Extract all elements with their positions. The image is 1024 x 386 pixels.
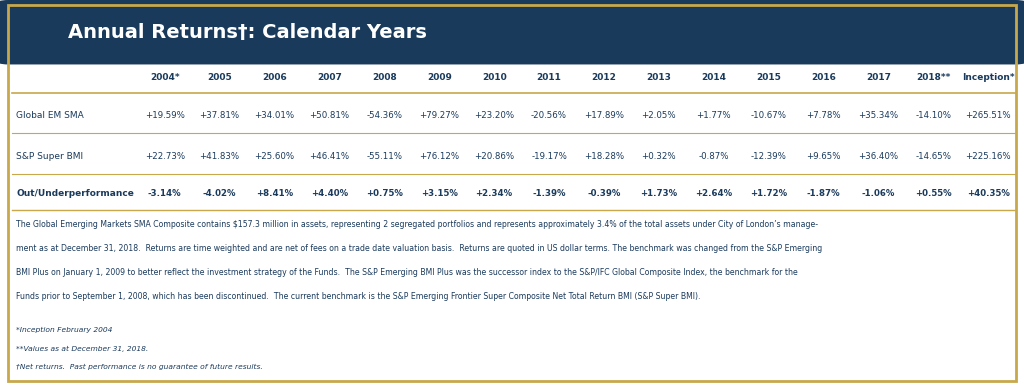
Text: +17.89%: +17.89% bbox=[584, 111, 624, 120]
Text: 2013: 2013 bbox=[646, 73, 672, 82]
Text: +79.27%: +79.27% bbox=[419, 111, 459, 120]
Text: +265.51%: +265.51% bbox=[966, 111, 1011, 120]
Text: +20.86%: +20.86% bbox=[474, 152, 514, 161]
Text: +18.28%: +18.28% bbox=[584, 152, 624, 161]
Text: +41.83%: +41.83% bbox=[200, 152, 240, 161]
Text: -14.10%: -14.10% bbox=[915, 111, 951, 120]
Text: +22.73%: +22.73% bbox=[144, 152, 184, 161]
Text: -10.67%: -10.67% bbox=[751, 111, 786, 120]
Text: -3.14%: -3.14% bbox=[147, 189, 181, 198]
Text: BMI Plus on January 1, 2009 to better reflect the investment strategy of the Fun: BMI Plus on January 1, 2009 to better re… bbox=[16, 268, 798, 277]
Text: -54.36%: -54.36% bbox=[367, 111, 402, 120]
Text: +23.20%: +23.20% bbox=[474, 111, 514, 120]
Text: +4.40%: +4.40% bbox=[311, 189, 348, 198]
Text: +40.35%: +40.35% bbox=[967, 189, 1010, 198]
Text: *Inception February 2004: *Inception February 2004 bbox=[16, 327, 113, 334]
Text: +50.81%: +50.81% bbox=[309, 111, 349, 120]
Text: +19.59%: +19.59% bbox=[144, 111, 184, 120]
Text: Funds prior to September 1, 2008, which has been discontinued.  The current benc: Funds prior to September 1, 2008, which … bbox=[16, 292, 700, 301]
Text: -1.06%: -1.06% bbox=[862, 189, 895, 198]
Text: S&P Super BMI: S&P Super BMI bbox=[16, 152, 84, 161]
Text: †Net returns.  Past performance is no guarantee of future results.: †Net returns. Past performance is no gua… bbox=[16, 364, 263, 371]
Text: 2012: 2012 bbox=[592, 73, 616, 82]
Text: +2.64%: +2.64% bbox=[695, 189, 732, 198]
Text: ment as at December 31, 2018.  Returns are time weighted and are net of fees on : ment as at December 31, 2018. Returns ar… bbox=[16, 244, 822, 253]
Text: +36.40%: +36.40% bbox=[858, 152, 899, 161]
Text: +1.77%: +1.77% bbox=[696, 111, 731, 120]
Text: 2005: 2005 bbox=[207, 73, 232, 82]
Text: -0.87%: -0.87% bbox=[698, 152, 729, 161]
Text: Global EM SMA: Global EM SMA bbox=[16, 111, 84, 120]
Text: 2015: 2015 bbox=[757, 73, 781, 82]
Text: -1.39%: -1.39% bbox=[532, 189, 566, 198]
Text: 2004*: 2004* bbox=[150, 73, 179, 82]
Text: -55.11%: -55.11% bbox=[367, 152, 402, 161]
Text: +1.72%: +1.72% bbox=[751, 189, 787, 198]
Text: **Values as at December 31, 2018.: **Values as at December 31, 2018. bbox=[16, 346, 148, 352]
Text: 2014: 2014 bbox=[701, 73, 726, 82]
Text: -0.39%: -0.39% bbox=[588, 189, 621, 198]
Text: +34.01%: +34.01% bbox=[254, 111, 295, 120]
Text: +37.81%: +37.81% bbox=[200, 111, 240, 120]
Text: +25.60%: +25.60% bbox=[254, 152, 295, 161]
Text: +225.16%: +225.16% bbox=[966, 152, 1011, 161]
Text: +2.05%: +2.05% bbox=[642, 111, 676, 120]
Text: +76.12%: +76.12% bbox=[419, 152, 460, 161]
Text: -1.87%: -1.87% bbox=[807, 189, 841, 198]
Text: 2007: 2007 bbox=[317, 73, 342, 82]
Text: 2009: 2009 bbox=[427, 73, 452, 82]
Text: 2011: 2011 bbox=[537, 73, 561, 82]
Text: 2016: 2016 bbox=[811, 73, 836, 82]
Text: 2008: 2008 bbox=[372, 73, 396, 82]
Text: +0.32%: +0.32% bbox=[642, 152, 676, 161]
Polygon shape bbox=[37, 16, 59, 49]
Text: +46.41%: +46.41% bbox=[309, 152, 349, 161]
Text: 2018**: 2018** bbox=[916, 73, 950, 82]
Text: 2006: 2006 bbox=[262, 73, 287, 82]
Text: +35.34%: +35.34% bbox=[858, 111, 899, 120]
Text: 2010: 2010 bbox=[481, 73, 507, 82]
Text: Out/Underperformance: Out/Underperformance bbox=[16, 189, 134, 198]
Text: +1.73%: +1.73% bbox=[640, 189, 678, 198]
Text: Annual Returns†: Calendar Years: Annual Returns†: Calendar Years bbox=[68, 23, 426, 42]
Text: +8.41%: +8.41% bbox=[256, 189, 293, 198]
Text: -19.17%: -19.17% bbox=[531, 152, 567, 161]
Text: +0.75%: +0.75% bbox=[366, 189, 402, 198]
Text: +9.65%: +9.65% bbox=[806, 152, 841, 161]
Text: -12.39%: -12.39% bbox=[751, 152, 786, 161]
Text: +7.78%: +7.78% bbox=[806, 111, 841, 120]
Text: +0.55%: +0.55% bbox=[915, 189, 951, 198]
Text: +2.34%: +2.34% bbox=[475, 189, 513, 198]
Text: -4.02%: -4.02% bbox=[203, 189, 237, 198]
Text: The Global Emerging Markets SMA Composite contains $157.3 million in assets, rep: The Global Emerging Markets SMA Composit… bbox=[16, 220, 818, 229]
Text: -20.56%: -20.56% bbox=[531, 111, 567, 120]
Text: +3.15%: +3.15% bbox=[421, 189, 458, 198]
Text: 2017: 2017 bbox=[866, 73, 891, 82]
Text: -14.65%: -14.65% bbox=[915, 152, 951, 161]
Text: Inception*: Inception* bbox=[962, 73, 1015, 82]
